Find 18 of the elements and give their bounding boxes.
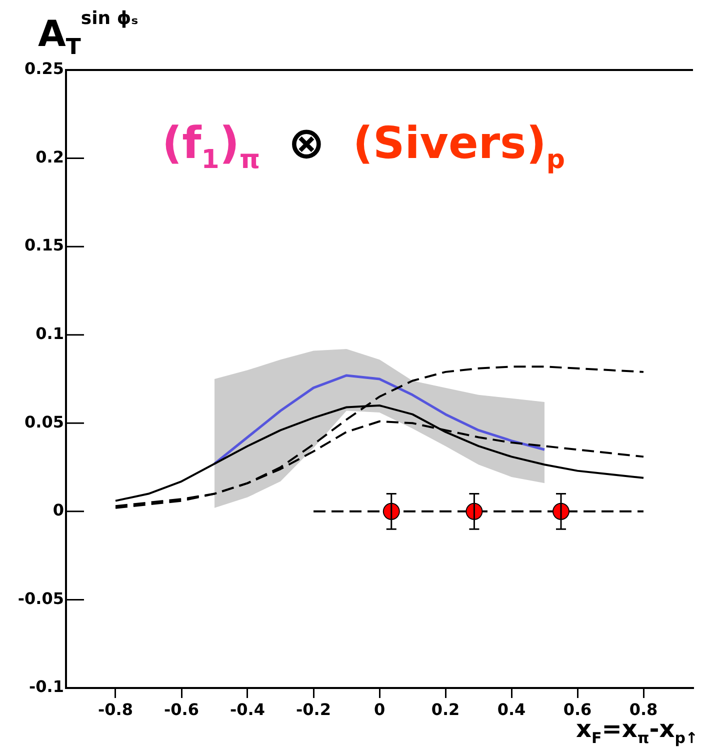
x-tick-label: 0 [374,700,386,719]
y-tick-label: 0.05 [24,412,64,432]
y-tick-label: -0.05 [18,588,64,608]
y-tick-label: 0.15 [24,236,64,255]
y-tick-label: 0.2 [36,147,64,166]
annotation: (Sivers)$_{p}$ [352,118,565,175]
x-tick-label: -0.4 [230,700,265,719]
annotation: (f$_{1}$)$_{π}$ [162,118,260,175]
x-tick-label: -0.2 [296,700,331,719]
x-tick-label: 0.2 [431,700,460,719]
x-tick-label: -0.8 [98,700,133,719]
y-tick-label: -0.1 [29,677,64,696]
x-tick-label: -0.6 [164,700,199,719]
y-tick-label: 0.25 [24,59,64,78]
y-tick-label: 0 [52,500,64,520]
annotation: ⊗ [288,118,325,169]
y-tick-label: 0.1 [36,324,64,344]
x-tick-label: 0.4 [497,700,526,719]
